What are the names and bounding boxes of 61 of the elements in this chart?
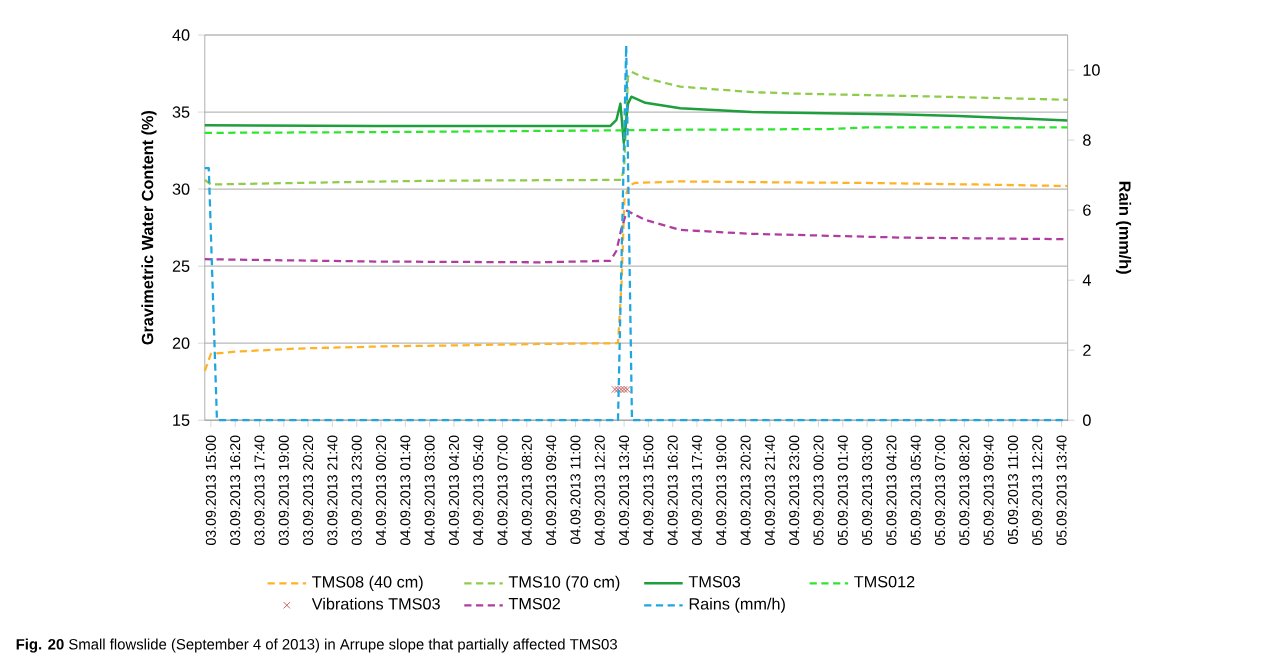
x-tick-label: 05.09.2013 01:40: [837, 435, 848, 546]
x-tick-label: 05.09.2013 04:20: [886, 435, 897, 546]
line-series: [203, 70, 1069, 186]
y2-tick-label: 10: [1083, 64, 1100, 76]
y-tick-label: 30: [172, 183, 190, 195]
x-tick-label: 04.09.2013 07:00: [497, 435, 508, 546]
legend-label: Rains (mm/h): [689, 597, 785, 613]
x-tick-label: 03.09.2013 16:20: [230, 435, 241, 546]
x-tick-label: 04.09.2013 23:00: [789, 435, 800, 546]
x-tick-label: 03.09.2013 21:40: [327, 435, 338, 546]
x-tick-label: 05.09.2013 08:20: [959, 435, 970, 546]
legend-label: TMS08 (40 cm): [312, 575, 423, 591]
legend-label: TMS012: [854, 576, 915, 588]
legend-label: TMS03: [688, 576, 741, 588]
x-tick-label: 03.09.2013 19:00: [278, 435, 289, 546]
text: Fig. 20 Small flowslide (September 4 of 2013) in Arrupe slope that partially affected TMS03: [16, 638, 617, 653]
x-tick-label: 04.09.2013 21:40: [764, 435, 775, 546]
x-tick-label: 04.09.2013 09:40: [546, 435, 557, 546]
x-tick-label: 05.09.2013 03:00: [862, 435, 873, 546]
x-tick-label: 05.09.2013 05:40: [910, 435, 921, 546]
y-tick-label: 15: [173, 414, 190, 426]
y2-tick-label: 0: [1083, 414, 1091, 426]
x-tick-label: 05.09.2013 12:20: [1032, 435, 1043, 546]
x-tick-label: 03.09.2013 23:00: [351, 435, 362, 546]
x-tick-label: 04.09.2013 20:20: [740, 435, 751, 546]
x-tick-label: 04.09.2013 16:20: [667, 435, 678, 546]
x-tick-label: 05.09.2013 07:00: [934, 435, 946, 546]
y2-tick-label: 2: [1083, 344, 1091, 356]
x-tick-label: 04.09.2013 11:00: [570, 435, 581, 545]
x-tick-label: 04.09.2013 00:20: [375, 435, 387, 546]
x-tick-label: 04.09.2013 13:40: [619, 435, 630, 546]
legend-label: Vibrations TMS03: [311, 597, 440, 610]
x-tick-label: 04.09.2013 17:40: [691, 435, 703, 546]
legend-label: TMS10 (70 cm): [508, 575, 620, 591]
y2-tick-label: 8: [1083, 134, 1091, 146]
y-axis-title: Gravimetric Water Content (%): [141, 110, 157, 345]
x-tick-label: 05.09.2013 13:40: [1056, 435, 1067, 546]
y-tick-label: 25: [172, 260, 190, 272]
y-tick-label: 40: [172, 29, 190, 41]
x-tick-label: 05.09.2013 11:00: [1007, 435, 1018, 545]
x-tick-label: 05.09.2013 09:40: [983, 435, 994, 546]
y2-axis-title: Rain (mm/h): [1115, 181, 1132, 274]
y2-tick-label: 4: [1082, 274, 1091, 286]
x-tick-label: 04.09.2013 12:20: [594, 435, 605, 546]
x-tick-label: 04.09.2013 15:00: [643, 435, 654, 546]
x-tick-label: 04.09.2013 01:40: [400, 435, 411, 546]
legend-label: TMS02: [508, 597, 560, 610]
x-tick-label: 04.09.2013 04:20: [448, 435, 459, 546]
line-series: [203, 180, 1069, 373]
x-tick-label: 04.09.2013 08:20: [521, 435, 532, 546]
x-tick-label: 03.09.2013 17:40: [254, 435, 265, 546]
x-tick-label: 04.09.2013 19:00: [716, 435, 727, 546]
x-tick-label: 03.09.2013 20:20: [303, 435, 314, 546]
y-tick-label: 20: [172, 337, 190, 349]
y-tick-label: 35: [172, 106, 190, 118]
x-tick-label: 04.09.2013 05:40: [473, 435, 484, 546]
y2-tick-label: 6: [1083, 204, 1091, 216]
x-tick-label: 05.09.2013 00:20: [813, 435, 824, 546]
line-series: [203, 95, 1069, 145]
x-tick-label: 04.09.2013 03:00: [424, 435, 435, 546]
x-tick-label: 03.09.2013 15:00: [205, 435, 216, 546]
